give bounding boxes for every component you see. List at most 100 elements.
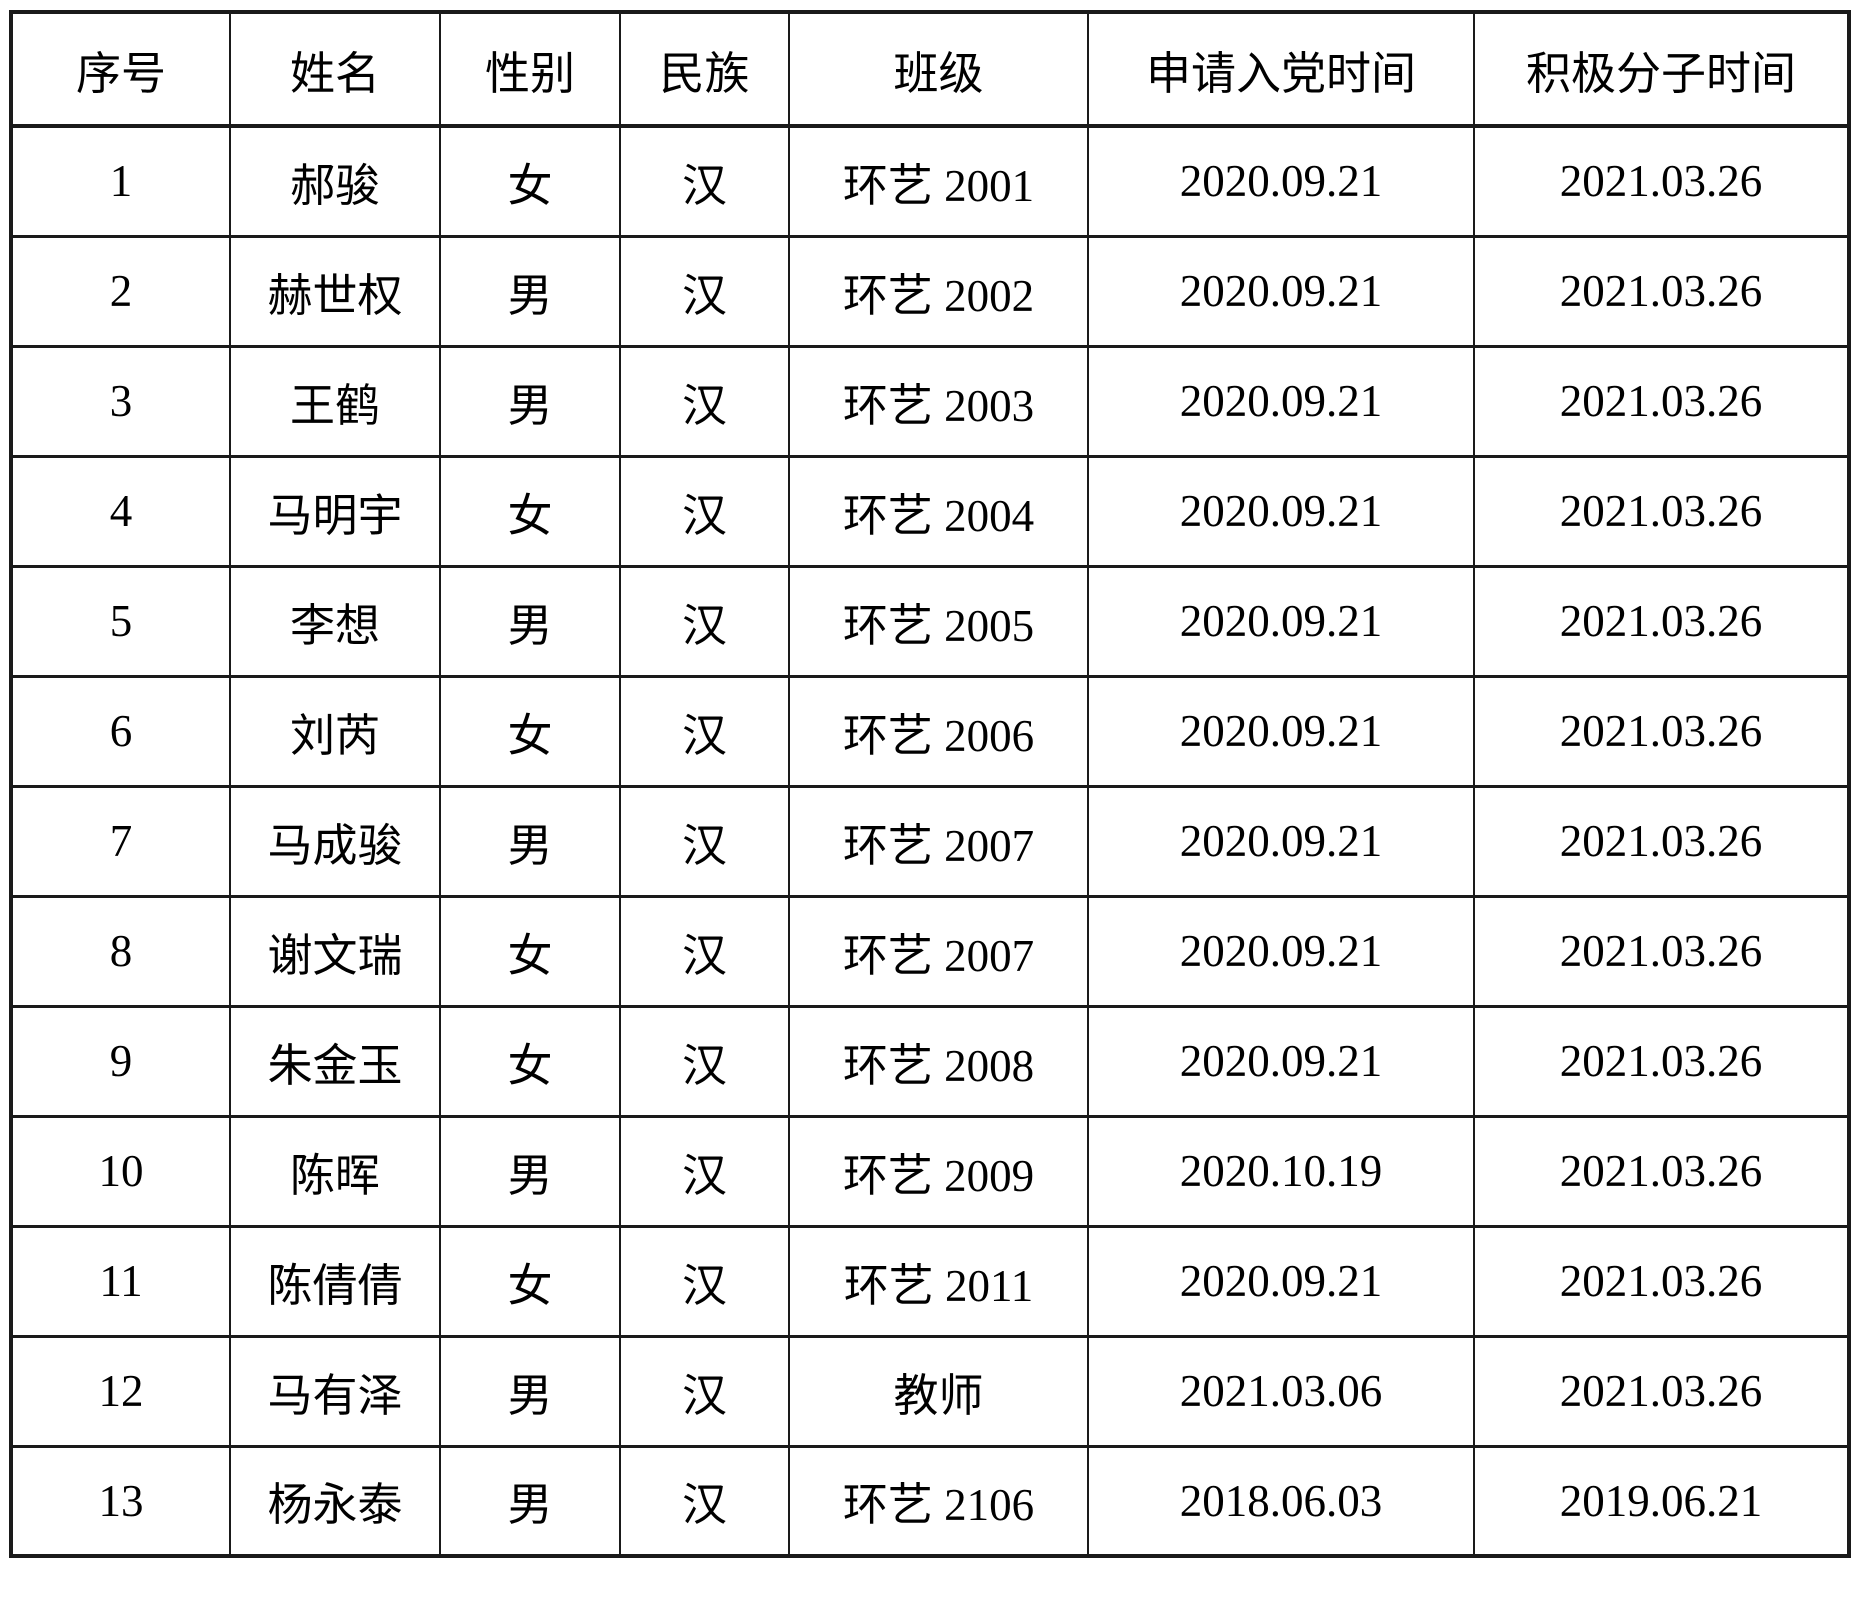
cell-apply-date: 2020.09.21 xyxy=(1087,564,1475,678)
cell-activist-date: 2021.03.26 xyxy=(1473,344,1850,458)
cell-name: 赫世权 xyxy=(229,234,441,348)
table-row: 3 王鹤 男 汉 环艺 2003 2020.09.21 2021.03.26 xyxy=(10,344,1850,458)
table-row: 2 赫世权 男 汉 环艺 2002 2020.09.21 2021.03.26 xyxy=(10,234,1850,348)
cell-class: 环艺 2009 xyxy=(788,1114,1089,1228)
cell-index: 8 xyxy=(10,894,231,1008)
table-row: 5 李想 男 汉 环艺 2005 2020.09.21 2021.03.26 xyxy=(10,564,1850,678)
cell-apply-date: 2020.09.21 xyxy=(1087,124,1475,238)
cell-gender: 女 xyxy=(439,124,621,238)
table-row: 1 郝骏 女 汉 环艺 2001 2020.09.21 2021.03.26 xyxy=(10,124,1850,238)
cell-name: 马成骏 xyxy=(229,784,441,898)
cell-apply-date: 2020.09.21 xyxy=(1087,674,1475,788)
table-row: 12 马有泽 男 汉 教师 2021.03.06 2021.03.26 xyxy=(10,1334,1850,1448)
col-header-apply-date: 申请入党时间 xyxy=(1087,10,1475,128)
cell-gender: 男 xyxy=(439,564,621,678)
cell-index: 4 xyxy=(10,454,231,568)
cell-class: 环艺 2007 xyxy=(788,894,1089,1008)
table-row: 7 马成骏 男 汉 环艺 2007 2020.09.21 2021.03.26 xyxy=(10,784,1850,898)
cell-ethnicity: 汉 xyxy=(619,1114,790,1228)
cell-gender: 男 xyxy=(439,1334,621,1448)
cell-index: 12 xyxy=(10,1334,231,1448)
cell-class: 环艺 2005 xyxy=(788,564,1089,678)
header-row: 序号 姓名 性别 民族 班级 申请入党时间 积极分子时间 xyxy=(10,10,1850,128)
roster-table: 序号 姓名 性别 民族 班级 申请入党时间 积极分子时间 1 郝骏 女 汉 环艺… xyxy=(9,10,1851,1558)
cell-gender: 女 xyxy=(439,454,621,568)
cell-apply-date: 2020.09.21 xyxy=(1087,784,1475,898)
cell-name: 李想 xyxy=(229,564,441,678)
cell-name: 刘芮 xyxy=(229,674,441,788)
cell-activist-date: 2021.03.26 xyxy=(1473,674,1850,788)
cell-ethnicity: 汉 xyxy=(619,894,790,1008)
cell-gender: 女 xyxy=(439,674,621,788)
cell-index: 3 xyxy=(10,344,231,458)
cell-activist-date: 2021.03.26 xyxy=(1473,1334,1850,1448)
cell-ethnicity: 汉 xyxy=(619,564,790,678)
cell-activist-date: 2021.03.26 xyxy=(1473,564,1850,678)
cell-activist-date: 2021.03.26 xyxy=(1473,1224,1850,1338)
cell-activist-date: 2019.06.21 xyxy=(1473,1444,1850,1558)
cell-apply-date: 2020.09.21 xyxy=(1087,894,1475,1008)
cell-ethnicity: 汉 xyxy=(619,124,790,238)
cell-apply-date: 2021.03.06 xyxy=(1087,1334,1475,1448)
cell-ethnicity: 汉 xyxy=(619,1224,790,1338)
table-row: 8 谢文瑞 女 汉 环艺 2007 2020.09.21 2021.03.26 xyxy=(10,894,1850,1008)
cell-ethnicity: 汉 xyxy=(619,1004,790,1118)
cell-apply-date: 2020.09.21 xyxy=(1087,344,1475,458)
cell-apply-date: 2020.09.21 xyxy=(1087,234,1475,348)
col-header-ethnicity: 民族 xyxy=(619,10,790,128)
cell-activist-date: 2021.03.26 xyxy=(1473,1004,1850,1118)
cell-index: 9 xyxy=(10,1004,231,1118)
cell-class: 教师 xyxy=(788,1334,1089,1448)
cell-gender: 男 xyxy=(439,1114,621,1228)
cell-activist-date: 2021.03.26 xyxy=(1473,784,1850,898)
cell-apply-date: 2020.09.21 xyxy=(1087,1004,1475,1118)
cell-ethnicity: 汉 xyxy=(619,234,790,348)
table-row: 10 陈晖 男 汉 环艺 2009 2020.10.19 2021.03.26 xyxy=(10,1114,1850,1228)
cell-gender: 男 xyxy=(439,234,621,348)
cell-index: 11 xyxy=(10,1224,231,1338)
cell-name: 谢文瑞 xyxy=(229,894,441,1008)
cell-name: 郝骏 xyxy=(229,124,441,238)
cell-name: 王鹤 xyxy=(229,344,441,458)
table-row: 13 杨永泰 男 汉 环艺 2106 2018.06.03 2019.06.21 xyxy=(10,1444,1850,1558)
col-header-activist-date: 积极分子时间 xyxy=(1473,10,1850,128)
cell-apply-date: 2020.09.21 xyxy=(1087,1224,1475,1338)
cell-index: 2 xyxy=(10,234,231,348)
cell-activist-date: 2021.03.26 xyxy=(1473,454,1850,568)
cell-index: 13 xyxy=(10,1444,231,1558)
cell-activist-date: 2021.03.26 xyxy=(1473,124,1850,238)
cell-gender: 女 xyxy=(439,894,621,1008)
table-row: 11 陈倩倩 女 汉 环艺 2011 2020.09.21 2021.03.26 xyxy=(10,1224,1850,1338)
cell-class: 环艺 2002 xyxy=(788,234,1089,348)
col-header-index: 序号 xyxy=(10,10,231,128)
col-header-gender: 性别 xyxy=(439,10,621,128)
cell-class: 环艺 2006 xyxy=(788,674,1089,788)
table-row: 4 马明宇 女 汉 环艺 2004 2020.09.21 2021.03.26 xyxy=(10,454,1850,568)
cell-class: 环艺 2001 xyxy=(788,124,1089,238)
col-header-class: 班级 xyxy=(788,10,1089,128)
cell-index: 1 xyxy=(10,124,231,238)
cell-index: 6 xyxy=(10,674,231,788)
cell-class: 环艺 2011 xyxy=(788,1224,1089,1338)
table-row: 6 刘芮 女 汉 环艺 2006 2020.09.21 2021.03.26 xyxy=(10,674,1850,788)
cell-ethnicity: 汉 xyxy=(619,1444,790,1558)
cell-apply-date: 2020.09.21 xyxy=(1087,454,1475,568)
cell-ethnicity: 汉 xyxy=(619,1334,790,1448)
table-row: 9 朱金玉 女 汉 环艺 2008 2020.09.21 2021.03.26 xyxy=(10,1004,1850,1118)
cell-gender: 男 xyxy=(439,344,621,458)
cell-class: 环艺 2106 xyxy=(788,1444,1089,1558)
cell-apply-date: 2020.10.19 xyxy=(1087,1114,1475,1228)
cell-ethnicity: 汉 xyxy=(619,674,790,788)
cell-class: 环艺 2003 xyxy=(788,344,1089,458)
cell-index: 7 xyxy=(10,784,231,898)
cell-name: 朱金玉 xyxy=(229,1004,441,1118)
col-header-name: 姓名 xyxy=(229,10,441,128)
cell-ethnicity: 汉 xyxy=(619,784,790,898)
cell-class: 环艺 2004 xyxy=(788,454,1089,568)
cell-activist-date: 2021.03.26 xyxy=(1473,1114,1850,1228)
cell-apply-date: 2018.06.03 xyxy=(1087,1444,1475,1558)
cell-activist-date: 2021.03.26 xyxy=(1473,234,1850,348)
cell-index: 5 xyxy=(10,564,231,678)
cell-index: 10 xyxy=(10,1114,231,1228)
